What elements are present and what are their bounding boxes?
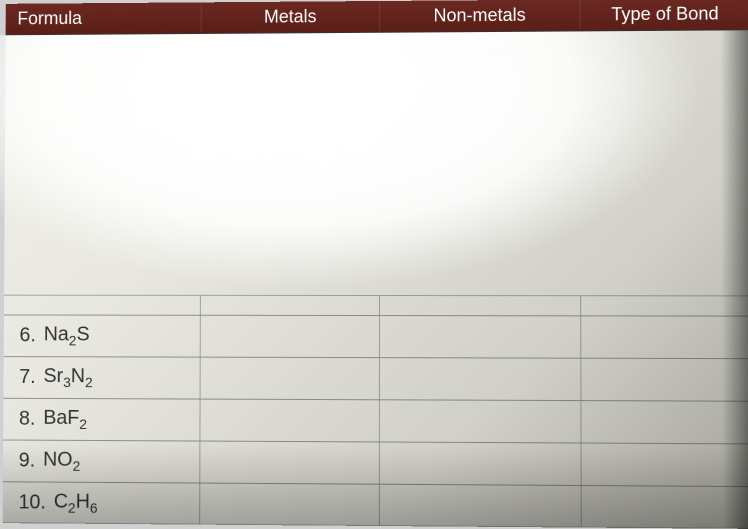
obscured-metals: none <box>202 43 381 70</box>
partial-row-above <box>4 295 748 316</box>
table-row: 8. BaF2 <box>3 398 748 444</box>
formula-text: NO2 <box>43 449 80 474</box>
formula-text: Na2S <box>44 323 90 348</box>
metals-cell <box>201 358 380 400</box>
formula-cell: 8. BaF2 <box>3 399 200 441</box>
table-row: 6. Na2S <box>4 314 748 358</box>
row-number: 7. <box>19 366 35 389</box>
header-nonmetals: Non-metals <box>380 0 580 30</box>
nonmetals-cell <box>380 442 582 485</box>
formula-cell: 9. NO2 <box>3 441 200 483</box>
nonmetals-cell <box>380 485 582 527</box>
formula-cell: 10. C2H6 <box>3 482 201 523</box>
formula-text: BaF2 <box>43 407 87 432</box>
obscured-bond <box>581 40 748 67</box>
row-number: 8. <box>19 408 36 431</box>
obscured-nonmetals: hydrogen <box>380 41 581 68</box>
formula-cell: 7. Sr3N2 <box>3 357 200 398</box>
metals-cell <box>201 316 380 357</box>
metals-cell <box>200 442 380 484</box>
header-bond: Type of Bond <box>580 0 748 29</box>
obscured-row: none hydrogen <box>5 40 748 70</box>
header-metals: Metals <box>202 2 380 32</box>
formula-cell: 6. Na2S <box>4 315 201 356</box>
table-header: Formula Metals Non-metals Type of Bond <box>6 0 748 35</box>
row-number: 10. <box>18 491 45 514</box>
row-number: 6. <box>19 324 35 347</box>
formula-text: C2H6 <box>54 490 98 515</box>
worksheet-screen: Formula Metals Non-metals Type of Bond n… <box>3 0 748 529</box>
nonmetals-cell <box>380 400 582 442</box>
bond-cell <box>582 486 748 528</box>
header-formula: Formula <box>6 3 202 33</box>
screen-glare <box>0 30 748 313</box>
bond-cell <box>582 444 748 487</box>
visible-rows: 6. Na2S 7. Sr3N2 8. BaF2 9. NO2 10. C2H6 <box>3 295 748 529</box>
table-row: 10. C2H6 <box>3 481 748 529</box>
table-row: 9. NO2 <box>3 440 748 487</box>
bond-cell <box>581 359 748 401</box>
metals-cell <box>200 484 380 525</box>
bond-cell <box>581 316 748 358</box>
bond-cell <box>581 401 748 443</box>
metals-cell <box>200 400 380 442</box>
formula-text: Sr3N2 <box>43 365 92 390</box>
row-number: 9. <box>19 450 36 473</box>
table-row: 7. Sr3N2 <box>3 356 748 401</box>
nonmetals-cell <box>380 316 581 358</box>
obscured-formula <box>5 44 201 71</box>
nonmetals-cell <box>380 358 582 400</box>
table-body: none hydrogen 6. Na2S 7. Sr3N2 8. BaF2 9. NO2 10… <box>3 30 748 529</box>
